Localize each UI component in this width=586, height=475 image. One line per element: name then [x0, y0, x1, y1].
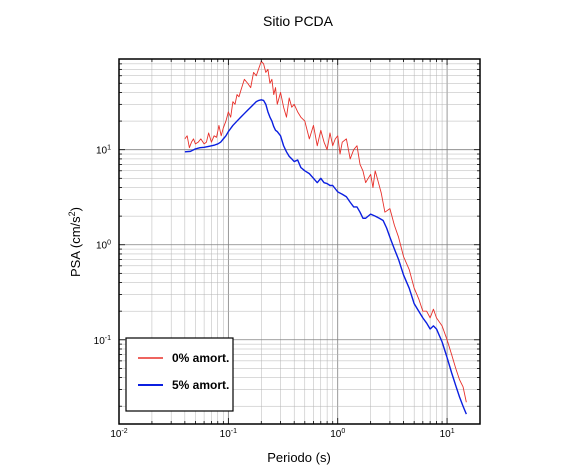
y-tick-label: 101: [96, 145, 111, 157]
x-tick-label-exp: -2: [121, 428, 127, 435]
legend: 0% amort. 5% amort.: [125, 337, 234, 412]
x-tick-label-base: 10: [330, 429, 342, 440]
x-tick-label-base: 10: [110, 429, 122, 440]
x-tick-label-base: 10: [440, 429, 452, 440]
series-line-1: [184, 99, 467, 415]
y-tick-label-base: 10: [94, 336, 106, 347]
y-tick-label: 100: [96, 240, 111, 252]
y-axis-label-close: ): [68, 207, 83, 211]
y-axis-label-base: PSA (cm/s: [68, 216, 83, 277]
y-axis-label-sup: 2: [67, 211, 77, 216]
legend-label-1: 5% amort.: [172, 378, 229, 392]
legend-label-0: 0% amort.: [172, 351, 229, 365]
x-axis-label: Periodo (s): [267, 450, 331, 465]
y-tick-label-exp: -1: [105, 335, 111, 342]
y-tick-label-exp: 1: [107, 145, 111, 152]
x-tick-label-exp: -1: [231, 428, 237, 435]
legend-box: [125, 337, 234, 412]
y-tick-label: 10-1: [94, 335, 111, 347]
plot-frame: [118, 58, 481, 425]
series-line-0: [184, 60, 467, 403]
y-tick-label-base: 10: [96, 146, 108, 157]
x-tick-label: 10-1: [220, 428, 237, 440]
chart-title: Sitio PCDA: [263, 13, 334, 29]
series-layer: [184, 60, 467, 415]
x-tick-label: 10-2: [110, 428, 127, 440]
y-tick-label-base: 10: [96, 241, 108, 252]
x-tick-label-exp: 1: [451, 428, 455, 435]
y-axis-label: PSA (cm/s2): [67, 207, 83, 277]
x-tick-label-base: 10: [220, 429, 232, 440]
y-tick-label-exp: 0: [107, 240, 111, 247]
x-tick-label: 100: [330, 428, 345, 440]
x-tick-label-exp: 0: [341, 428, 345, 435]
x-tick-label: 101: [440, 428, 455, 440]
grid: [118, 58, 481, 424]
